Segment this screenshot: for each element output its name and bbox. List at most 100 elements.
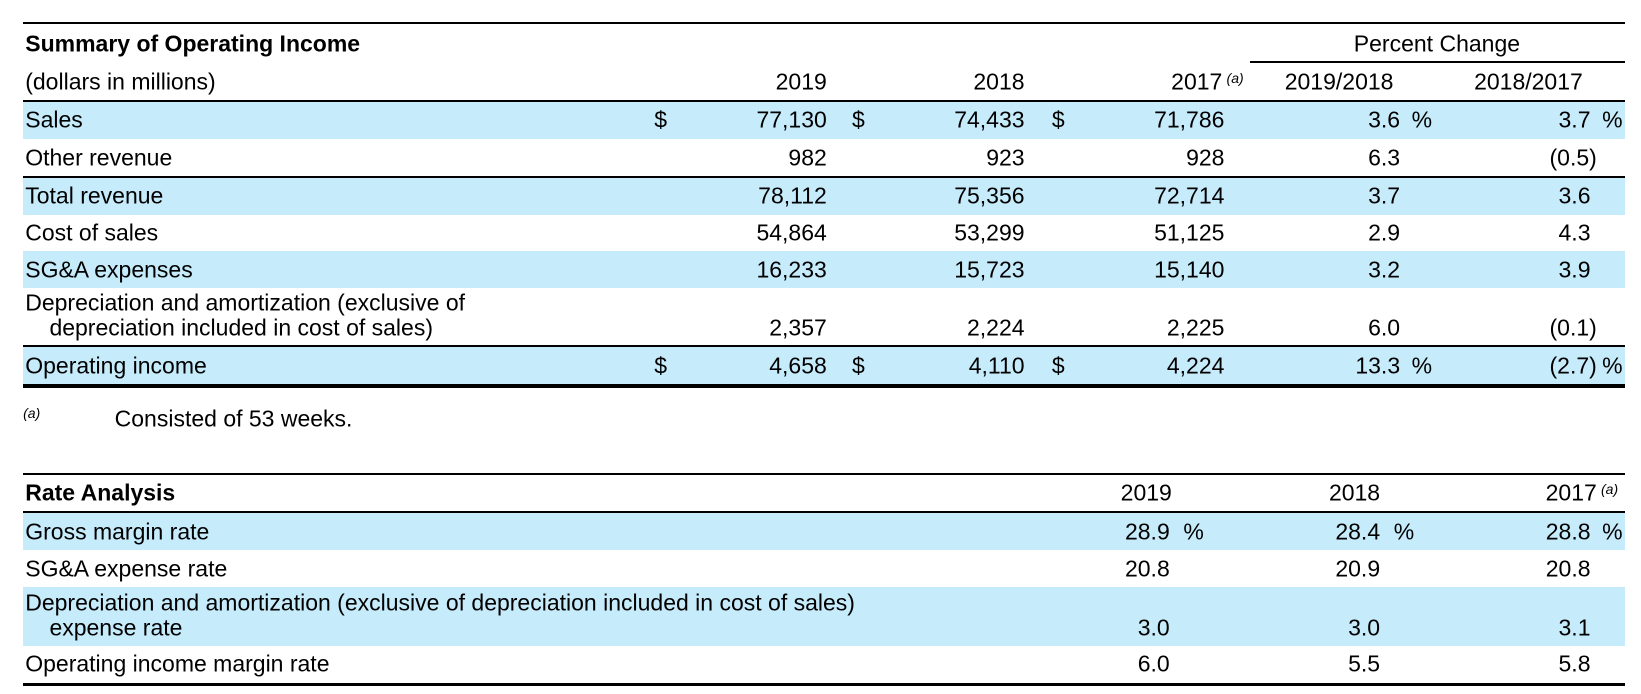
cell-value: 2,357 [769, 314, 827, 341]
row-rule [23, 175, 1626, 178]
cell-value: 20.8 [1124, 555, 1170, 582]
cell-value: 54,864 [756, 219, 827, 246]
cell-value: 2.9 [1368, 219, 1401, 246]
cell-value: 923 [986, 144, 1025, 171]
row-label: Operating income [25, 352, 207, 379]
row-shade [23, 102, 1626, 139]
unit-sign: % [1602, 352, 1623, 379]
column-header: 2017 [1545, 479, 1597, 506]
row-rule [23, 345, 1626, 348]
column-note: (a) [1601, 481, 1619, 498]
currency-sign: $ [1051, 106, 1065, 133]
row-label: SG&A expense rate [25, 555, 228, 582]
unit-sign: % [1411, 106, 1433, 133]
cell-value: 78,112 [758, 182, 827, 209]
cell-value: 20.8 [1545, 555, 1591, 582]
cell-value: 53,299 [954, 219, 1025, 246]
cell-value: 4.3 [1558, 219, 1591, 246]
group-rule [1249, 61, 1626, 64]
cell-value: 13.3 [1355, 352, 1401, 379]
unit-sign: % [1602, 518, 1623, 545]
cell-value: 6.3 [1368, 144, 1401, 171]
top-rule [23, 473, 1626, 476]
column-header: 2018 [1328, 479, 1381, 506]
row-shade [23, 176, 1626, 215]
cell-value: 28.4 [1335, 518, 1381, 545]
cell-value: 3.0 [1348, 614, 1381, 641]
cell-value: 16,233 [756, 256, 827, 283]
currency-sign: $ [1051, 352, 1065, 379]
table-subtitle: (dollars in millions) [25, 68, 216, 95]
cell-value: 28.9 [1124, 518, 1170, 545]
cell-value: 20.9 [1335, 555, 1381, 582]
unit-sign: % [1411, 352, 1433, 379]
row-shade [23, 346, 1626, 385]
row-label: Gross margin rate [25, 518, 210, 545]
row-label: expense rate [49, 614, 183, 641]
column-header: 2018/2017 [1474, 68, 1583, 95]
row-label: SG&A expenses [25, 256, 193, 283]
column-header: 2019 [775, 68, 827, 95]
currency-sign: $ [654, 352, 668, 379]
cell-value: 3.2 [1368, 256, 1401, 283]
cell-value: 3.7 [1558, 106, 1591, 133]
cell-value: 3.1 [1558, 614, 1591, 641]
row-shade [23, 586, 1626, 646]
cell-value: 5.5 [1348, 650, 1381, 677]
row-label: Sales [25, 106, 83, 133]
cell-value: 15,723 [954, 256, 1025, 283]
row-label: Total revenue [25, 182, 164, 209]
row-label: Operating income margin rate [25, 650, 330, 677]
row-shade [23, 513, 1626, 551]
cell-value: 2,224 [967, 314, 1025, 341]
cell-value: 5.8 [1558, 650, 1591, 677]
cell-value: 3.7 [1368, 182, 1401, 209]
footnote-marker: (a) [23, 405, 41, 422]
row-label: depreciation included in cost of sales) [49, 314, 433, 341]
cell-value: 77,130 [756, 106, 827, 133]
cell-value: 28.8 [1545, 518, 1591, 545]
cell-value: 6.0 [1368, 314, 1401, 341]
row-shade [23, 251, 1626, 289]
column-header: 2019 [1120, 479, 1172, 506]
table-title: Summary of Operating Income [25, 30, 361, 57]
group-header: Percent Change [1353, 30, 1521, 57]
cell-value: 3.6 [1558, 182, 1591, 209]
cell-value: 72,714 [1154, 182, 1225, 209]
cell-value: 6.0 [1137, 650, 1170, 677]
header-rule [23, 511, 1626, 514]
currency-sign: $ [852, 106, 865, 133]
unit-sign: % [1393, 518, 1415, 545]
table-title: Rate Analysis [25, 479, 176, 506]
column-header: 2018 [973, 68, 1025, 95]
cell-value: 51,125 [1154, 219, 1225, 246]
row-label: Depreciation and amortization (exclusive… [25, 589, 855, 616]
currency-sign: $ [654, 106, 668, 133]
cell-value: 3.9 [1558, 256, 1591, 283]
cell-value: 15,140 [1154, 256, 1225, 283]
row-label: Cost of sales [25, 219, 159, 246]
bottom-rule [23, 682, 1626, 686]
currency-sign: $ [852, 352, 865, 379]
cell-value: 928 [1186, 144, 1225, 171]
cell-value: 4,110 [968, 352, 1025, 379]
cell-value: 3.0 [1137, 614, 1170, 641]
cell-value: 4,224 [1166, 352, 1225, 379]
header-rule [23, 99, 1626, 103]
top-rule [23, 22, 1626, 25]
column-note: (a) [1226, 69, 1244, 86]
cell-value: 71,786 [1154, 106, 1225, 133]
cell-value: (2.7) [1549, 352, 1597, 379]
cell-value: 75,356 [954, 182, 1025, 209]
row-label: Depreciation and amortization (exclusive… [25, 289, 466, 316]
cell-value: 3.6 [1368, 106, 1401, 133]
column-header: 2019/2018 [1284, 68, 1394, 95]
row-label: Other revenue [25, 144, 173, 171]
footnote-text: Consisted of 53 weeks. [114, 405, 353, 432]
bottom-rule [23, 383, 1626, 389]
cell-value: (0.1) [1549, 314, 1597, 341]
cell-value: 2,225 [1166, 314, 1225, 341]
cell-value: 982 [788, 144, 827, 171]
cell-value: 74,433 [954, 106, 1025, 133]
